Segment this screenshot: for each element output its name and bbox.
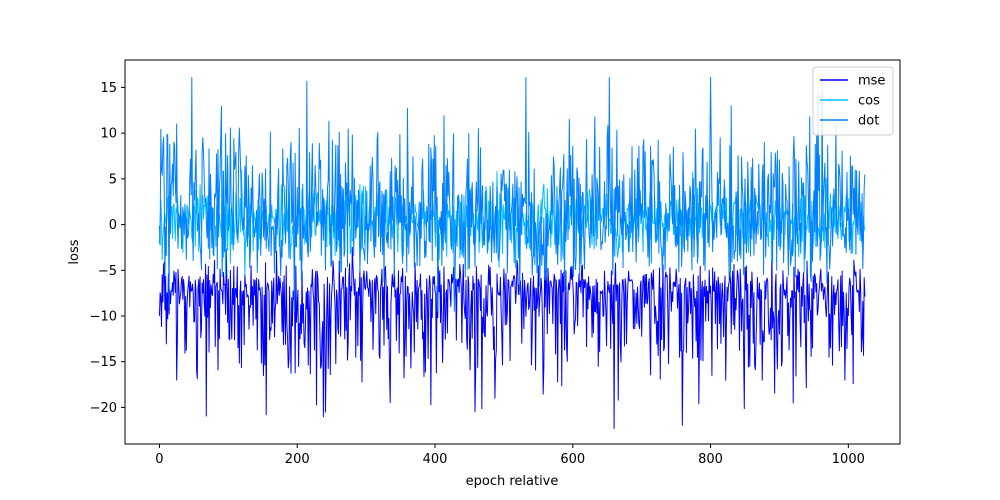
- x-axis: 0 200 400 600 800 1000: [155, 444, 865, 467]
- legend-label-dot: dot: [858, 114, 879, 129]
- plot-frame: [124, 59, 901, 445]
- x-tick-label: 1000: [832, 452, 865, 467]
- legend-box: [812, 66, 894, 136]
- x-axis-label: epoch relative: [466, 474, 559, 489]
- y-tick-label: −20: [90, 401, 117, 416]
- x-tick-label: 400: [423, 452, 448, 467]
- x-tick-label: 600: [560, 452, 585, 467]
- legend-label-cos: cos: [858, 94, 880, 109]
- y-tick-label: −10: [90, 310, 117, 325]
- legend-label-mse: mse: [858, 74, 885, 89]
- y-axis: −20 −15 −10 −5 0 5 10 15: [90, 81, 125, 416]
- y-tick-label: 10: [100, 127, 117, 142]
- y-tick-label: 15: [100, 81, 117, 96]
- x-tick-label: 0: [155, 452, 163, 467]
- series-line-dot: [158, 76, 866, 312]
- y-axis-label: loss: [67, 239, 82, 264]
- y-tick-label: 0: [109, 218, 117, 233]
- y-tick-label: −5: [98, 264, 117, 279]
- legend: mse cos dot: [812, 66, 894, 136]
- y-tick-label: −15: [90, 355, 117, 370]
- series-layer: [158, 76, 866, 429]
- x-tick-label: 200: [285, 452, 310, 467]
- series-line-mse: [158, 246, 866, 429]
- y-tick-label: 5: [109, 172, 117, 187]
- x-tick-label: 800: [698, 452, 723, 467]
